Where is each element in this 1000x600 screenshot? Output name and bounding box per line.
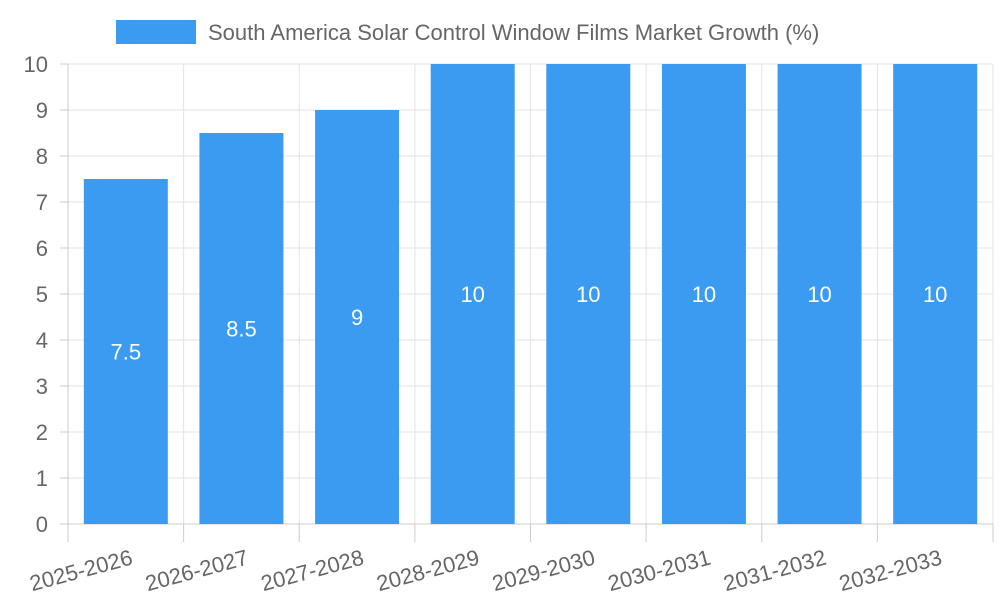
bar-value-label: 10 xyxy=(460,282,484,307)
x-tick-label: 2032-2033 xyxy=(836,545,944,596)
y-tick-label: 7 xyxy=(36,190,48,215)
bar-series xyxy=(83,64,978,524)
bar[interactable] xyxy=(83,179,168,524)
bar[interactable] xyxy=(661,64,746,524)
x-tick-label: 2025-2026 xyxy=(27,545,135,596)
legend[interactable]: South America Solar Control Window Films… xyxy=(116,20,819,45)
x-tick-label: 2028-2029 xyxy=(374,545,482,596)
y-tick-label: 6 xyxy=(36,236,48,261)
y-tick-label: 8 xyxy=(36,144,48,169)
y-tick-label: 9 xyxy=(36,98,48,123)
bar-value-label: 9 xyxy=(351,305,363,330)
legend-swatch[interactable] xyxy=(116,20,196,44)
x-tick-label: 2029-2030 xyxy=(490,545,598,596)
y-tick-label: 4 xyxy=(36,328,48,353)
bar-value-label: 10 xyxy=(576,282,600,307)
bar[interactable] xyxy=(315,110,400,524)
x-tick-label: 2030-2031 xyxy=(605,545,713,596)
bar-value-label: 8.5 xyxy=(226,317,257,342)
x-tick-label: 2027-2028 xyxy=(258,545,366,596)
bar[interactable] xyxy=(199,133,284,524)
x-tick-label: 2031-2032 xyxy=(721,545,829,596)
y-tick-label: 2 xyxy=(36,420,48,445)
bar[interactable] xyxy=(430,64,515,524)
x-tick-label: 2026-2027 xyxy=(143,545,251,596)
y-tick-label: 5 xyxy=(36,282,48,307)
legend-label[interactable]: South America Solar Control Window Films… xyxy=(208,20,819,45)
bar[interactable] xyxy=(777,64,862,524)
y-tick-label: 10 xyxy=(24,52,48,77)
y-tick-label: 0 xyxy=(36,512,48,537)
bar-value-label: 10 xyxy=(923,282,947,307)
bar[interactable] xyxy=(546,64,631,524)
y-tick-label: 1 xyxy=(36,466,48,491)
data-labels: 7.5 8.5 9 10 10 10 10 10 xyxy=(111,282,948,365)
y-tick-label: 3 xyxy=(36,374,48,399)
bar-value-label: 7.5 xyxy=(111,340,142,365)
bar-value-label: 10 xyxy=(807,282,831,307)
bar[interactable] xyxy=(893,64,978,524)
bar-value-label: 10 xyxy=(692,282,716,307)
